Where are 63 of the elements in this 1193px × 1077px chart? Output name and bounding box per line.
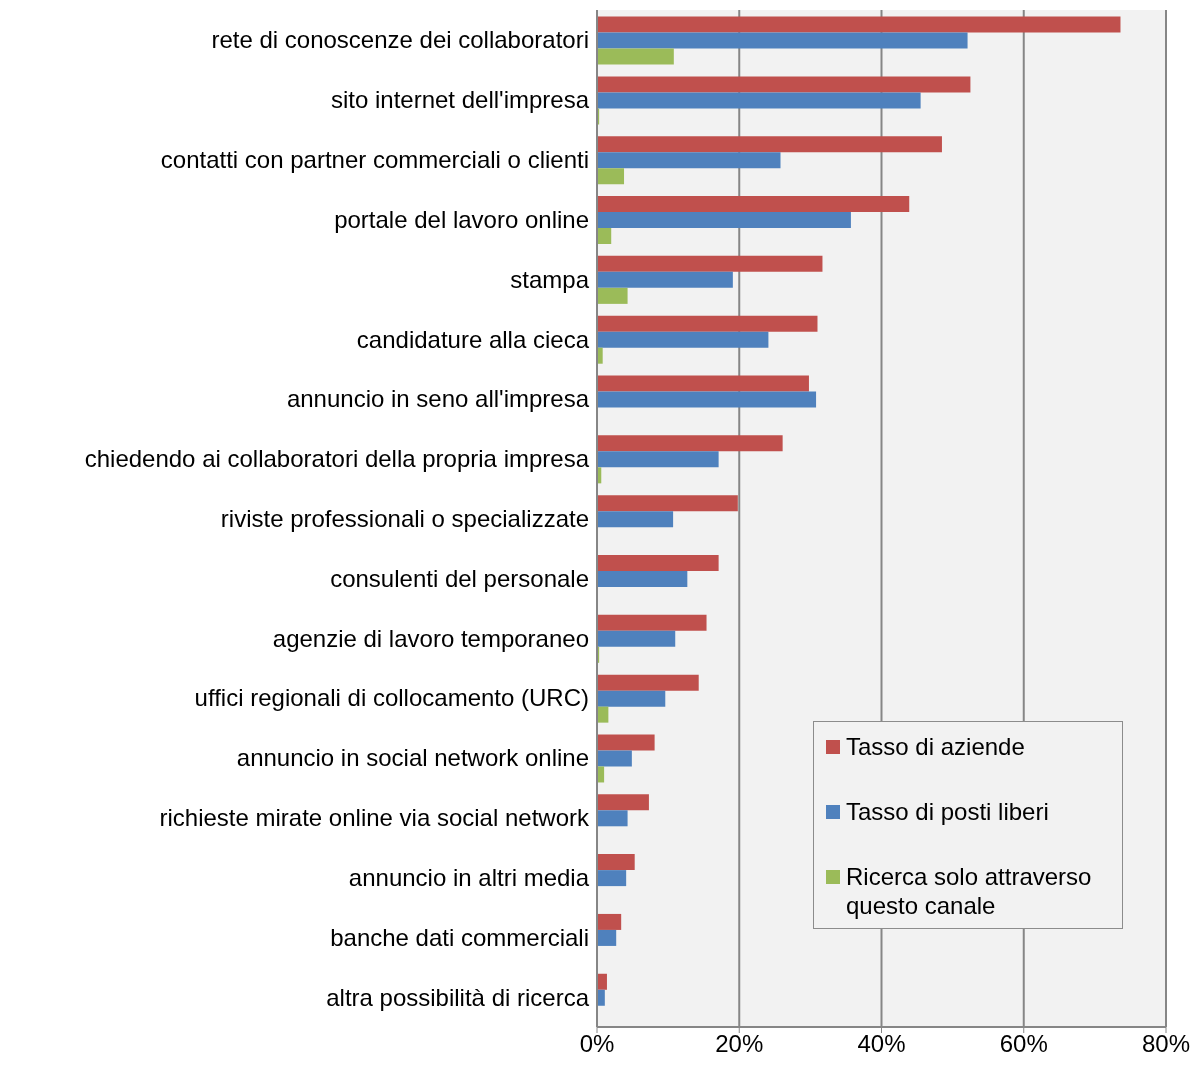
y-tick-label: stampa <box>510 265 590 293</box>
bar <box>597 196 910 213</box>
bar <box>597 734 655 751</box>
bar <box>597 511 674 528</box>
bar <box>597 435 783 452</box>
bar <box>597 794 649 811</box>
y-tick-label: sito internet dell'impresa <box>330 86 590 114</box>
y-tick-label: portale del lavoro online <box>334 205 589 233</box>
legend-label: Tasso di posti liberi <box>846 797 1049 826</box>
y-tick-label: riviste professionali o specializzate <box>220 505 589 533</box>
bar <box>597 989 605 1006</box>
y-tick-label: altra possibilità di ricerca <box>326 983 590 1011</box>
bar <box>597 614 707 631</box>
bar <box>597 570 688 587</box>
bar <box>597 854 635 871</box>
bar <box>597 168 625 185</box>
bar <box>597 271 733 288</box>
bar <box>597 554 719 571</box>
bar <box>597 287 628 304</box>
bar <box>597 76 971 93</box>
bar <box>597 331 769 348</box>
bar <box>597 973 607 990</box>
bar <box>597 212 851 229</box>
bar <box>597 228 612 245</box>
bar <box>597 913 622 930</box>
y-tick-label: annuncio in seno all'impresa <box>286 385 590 413</box>
bar <box>597 451 719 468</box>
bar <box>597 315 818 332</box>
bar <box>597 255 823 272</box>
bar <box>597 495 738 512</box>
legend-label: Tasso di aziende <box>846 732 1025 761</box>
bar <box>597 16 1121 33</box>
bar <box>597 750 632 767</box>
y-tick-label: annuncio in altri media <box>348 863 590 891</box>
legend-label: Ricerca solo attraverso questo canale <box>846 862 1093 920</box>
y-tick-label: contatti con partner commerciali o clienti <box>160 146 589 174</box>
x-tick-label: 80% <box>1141 1030 1191 1058</box>
y-tick-label: candidature alla cieca <box>356 325 590 353</box>
x-tick-label: 40% <box>857 1030 906 1058</box>
y-tick-label: chiedendo ai collaboratori della propria impresa <box>84 445 590 473</box>
bar <box>597 870 627 887</box>
bar <box>597 929 617 946</box>
x-tick-label: 20% <box>715 1030 764 1058</box>
y-tick-label: rete di conoscenze dei collaboratori <box>211 26 589 54</box>
bar <box>597 152 781 169</box>
y-tick-label: annuncio in social network online <box>236 744 589 772</box>
bar <box>597 32 968 49</box>
bar <box>597 375 809 392</box>
x-tick-label: 60% <box>999 1030 1048 1058</box>
bar <box>597 391 817 408</box>
y-tick-label: richieste mirate online via social network <box>159 804 590 832</box>
bar <box>597 674 699 691</box>
bar <box>597 690 666 707</box>
bar <box>597 92 921 109</box>
bar <box>597 136 942 153</box>
y-tick-label: banche dati commerciali <box>330 923 589 951</box>
x-tick-label: 0% <box>579 1030 615 1058</box>
y-tick-label: consulenti del personale <box>330 564 589 592</box>
y-tick-label: agenzie di lavoro temporaneo <box>272 624 589 652</box>
bar <box>597 630 676 647</box>
y-tick-label: uffici regionali di collocamento (URC) <box>194 684 589 712</box>
bar <box>597 810 628 827</box>
bar <box>597 48 674 65</box>
